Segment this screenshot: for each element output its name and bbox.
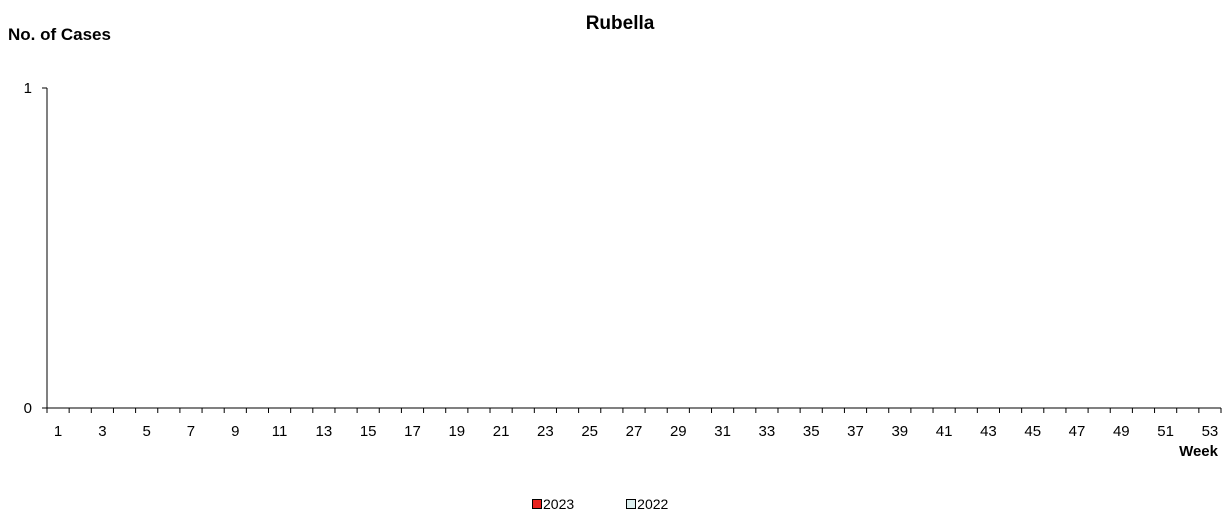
y-tick-label: 0 bbox=[24, 400, 32, 417]
legend-swatch-2023 bbox=[532, 499, 542, 509]
x-tick-label: 15 bbox=[360, 423, 377, 440]
legend: 2023 2022 bbox=[532, 496, 668, 512]
x-tick-label: 1 bbox=[54, 423, 62, 440]
x-tick-label: 29 bbox=[670, 423, 687, 440]
x-tick-label: 33 bbox=[759, 423, 776, 440]
x-tick-label: 41 bbox=[936, 423, 953, 440]
x-tick-label: 37 bbox=[847, 423, 864, 440]
y-tick-label: 1 bbox=[24, 80, 32, 97]
x-tick-label: 25 bbox=[581, 423, 598, 440]
legend-item-2022: 2022 bbox=[626, 496, 668, 512]
x-tick-label: 17 bbox=[404, 423, 421, 440]
x-tick-label: 47 bbox=[1069, 423, 1086, 440]
legend-label-2023: 2023 bbox=[543, 496, 574, 512]
x-tick-label: 51 bbox=[1157, 423, 1174, 440]
x-tick-label: 3 bbox=[98, 423, 106, 440]
chart-plot: 01 1 3 5 7 9 11 13 15 17 19 21 23 25 27 29 31 33 35 37 39 41… bbox=[0, 0, 1225, 470]
x-tick-label: 31 bbox=[714, 423, 731, 440]
x-tick-label: 23 bbox=[537, 423, 554, 440]
legend-item-2023: 2023 bbox=[532, 496, 574, 512]
x-tick-label: 45 bbox=[1024, 423, 1041, 440]
x-tick-label: 21 bbox=[493, 423, 510, 440]
x-tick-label: 39 bbox=[891, 423, 908, 440]
x-tick-label: 19 bbox=[448, 423, 465, 440]
x-tick-label: 9 bbox=[231, 423, 239, 440]
legend-label-2022: 2022 bbox=[637, 496, 668, 512]
x-tick-label: 35 bbox=[803, 423, 820, 440]
x-tick-label: 53 bbox=[1202, 423, 1219, 440]
x-tick-label: 43 bbox=[980, 423, 997, 440]
x-tick-label: 5 bbox=[143, 423, 151, 440]
legend-swatch-2022 bbox=[626, 499, 636, 509]
x-tick-label: 49 bbox=[1113, 423, 1130, 440]
x-tick-label: 11 bbox=[272, 423, 288, 440]
x-tick-label: 13 bbox=[316, 423, 333, 440]
x-tick-label: 27 bbox=[626, 423, 643, 440]
x-tick-label: 7 bbox=[187, 423, 195, 440]
